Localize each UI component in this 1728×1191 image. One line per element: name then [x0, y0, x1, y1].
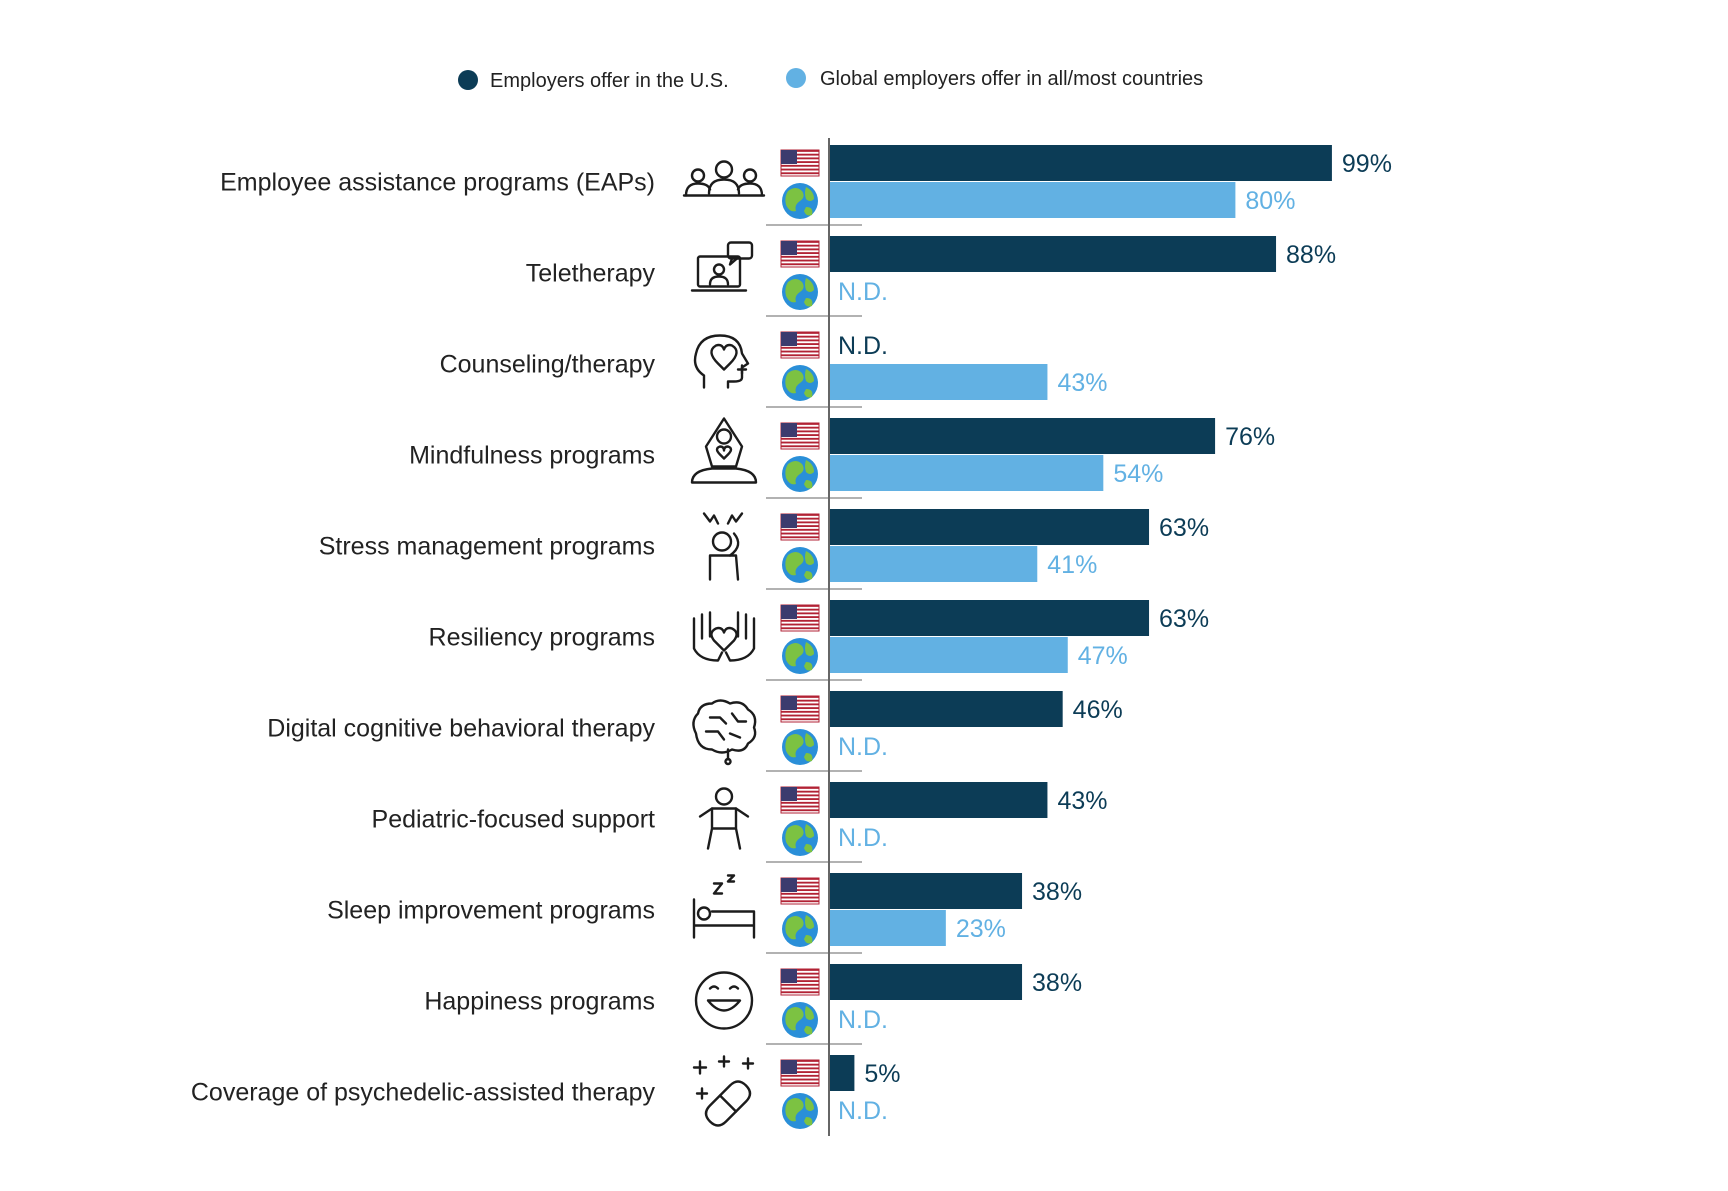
bar-us	[829, 782, 1048, 818]
no-data-label: N.D.	[838, 332, 888, 360]
data-label: 63%	[1159, 605, 1209, 633]
data-label: 76%	[1225, 423, 1275, 451]
bar-global	[829, 455, 1104, 491]
us-flag-icon	[780, 149, 820, 177]
data-label: 38%	[1032, 878, 1082, 906]
bar-us	[829, 873, 1023, 909]
data-label: 5%	[864, 1060, 900, 1088]
bar-global	[829, 637, 1068, 673]
globe-icon	[782, 274, 818, 310]
legend-marker-us	[458, 70, 478, 90]
category-label: Counseling/therapy	[440, 351, 656, 379]
no-data-label: N.D.	[838, 1006, 888, 1034]
data-label: 80%	[1245, 187, 1295, 215]
globe-icon	[782, 183, 818, 219]
category-label: Teletherapy	[526, 260, 656, 288]
globe-icon	[782, 820, 818, 856]
category-label: Pediatric-focused support	[372, 806, 656, 834]
legend-label-global: Global employers offer in all/most count…	[820, 68, 1203, 90]
globe-icon	[782, 729, 818, 765]
globe-icon	[782, 547, 818, 583]
bar-global	[829, 910, 946, 946]
globe-icon	[782, 365, 818, 401]
globe-icon	[782, 456, 818, 492]
category-label: Stress management programs	[319, 533, 655, 561]
group-people-icon	[682, 160, 766, 197]
data-label: 38%	[1032, 969, 1082, 997]
bar-us	[829, 145, 1332, 181]
legend-label-us: Employers offer in the U.S.	[490, 70, 729, 92]
category-label: Sleep improvement programs	[327, 897, 655, 925]
us-flag-icon	[780, 968, 820, 996]
data-label: 23%	[956, 915, 1006, 943]
data-label: 43%	[1057, 787, 1107, 815]
us-flag-icon	[780, 1059, 820, 1087]
bar-us	[829, 1055, 855, 1091]
globe-icon	[782, 1002, 818, 1038]
head-heart-plus-icon	[693, 334, 750, 389]
stressed-person-icon	[702, 512, 744, 581]
globe-icon	[782, 1093, 818, 1129]
no-data-label: N.D.	[838, 824, 888, 852]
bar-us	[829, 509, 1150, 545]
legend: Employers offer in the U.S. Global emplo…	[458, 68, 1203, 92]
data-label: 46%	[1073, 696, 1123, 724]
us-flag-icon	[780, 604, 820, 632]
no-data-label: N.D.	[838, 1097, 888, 1125]
category-label: Employee assistance programs (EAPs)	[220, 169, 655, 197]
category-label: Digital cognitive behavioral therapy	[267, 715, 655, 743]
globe-icon	[782, 911, 818, 947]
brain-circuit-icon	[692, 699, 757, 766]
data-label: 43%	[1057, 369, 1107, 397]
globe-icon	[782, 638, 818, 674]
bar-us	[829, 418, 1216, 454]
bar-us	[829, 691, 1063, 727]
data-label: 63%	[1159, 514, 1209, 542]
no-data-label: N.D.	[838, 278, 888, 306]
pill-stars-icon	[692, 1055, 755, 1127]
bar-us	[829, 236, 1277, 272]
data-label: 41%	[1047, 551, 1097, 579]
category-label: Happiness programs	[424, 988, 655, 1016]
bar-global	[829, 182, 1236, 218]
us-flag-icon	[780, 240, 820, 268]
bar-global	[829, 546, 1038, 582]
category-label: Mindfulness programs	[409, 442, 655, 470]
data-label: 99%	[1342, 150, 1392, 178]
no-data-label: N.D.	[838, 733, 888, 761]
us-flag-icon	[780, 513, 820, 541]
category-label: Coverage of psychedelic-assisted therapy	[191, 1079, 656, 1107]
category-label: Resiliency programs	[429, 624, 655, 652]
us-flag-icon	[780, 877, 820, 905]
smiley-face-icon	[694, 971, 754, 1030]
meditation-icon	[690, 417, 758, 484]
data-label: 88%	[1286, 241, 1336, 269]
bar-us	[829, 964, 1023, 1000]
chart-rows: Employee assistance programs (EAPs) 99% 80…	[191, 145, 1392, 1129]
us-flag-icon	[780, 331, 820, 359]
data-label: 47%	[1078, 642, 1128, 670]
bar-us	[829, 600, 1150, 636]
laptop-video-chat-icon	[690, 241, 754, 292]
legend-marker-global	[786, 68, 806, 88]
us-flag-icon	[780, 786, 820, 814]
us-flag-icon	[780, 695, 820, 723]
child-icon	[698, 787, 750, 850]
bar-global	[829, 364, 1048, 400]
data-label: 54%	[1113, 460, 1163, 488]
hands-heart-icon	[692, 611, 756, 662]
us-flag-icon	[780, 422, 820, 450]
bed-sleep-icon	[692, 874, 756, 939]
